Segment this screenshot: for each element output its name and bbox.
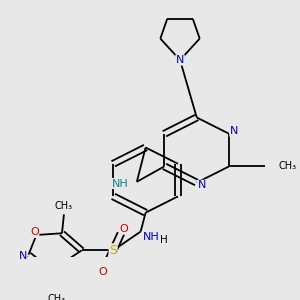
Text: H: H — [160, 235, 168, 245]
Text: O: O — [30, 227, 39, 237]
Text: CH₃: CH₃ — [278, 161, 296, 171]
Text: N: N — [230, 126, 238, 136]
Text: S: S — [109, 244, 117, 257]
Text: CH₃: CH₃ — [47, 294, 65, 300]
Text: NH: NH — [142, 232, 159, 242]
Text: O: O — [120, 224, 128, 234]
Text: N: N — [197, 180, 206, 190]
Text: N: N — [18, 251, 27, 261]
Text: O: O — [98, 267, 107, 277]
Text: N: N — [176, 55, 184, 65]
Text: CH₃: CH₃ — [55, 201, 73, 211]
Text: NH: NH — [112, 178, 129, 188]
